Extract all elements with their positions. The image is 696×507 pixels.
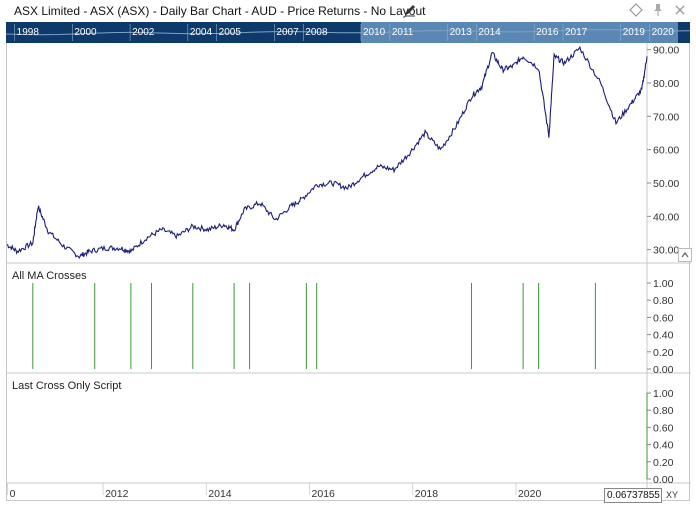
navigator-year-label: 2013 bbox=[450, 27, 473, 38]
chart-area[interactable]: All MA Crosses Last Cross Only Script 30.0… bbox=[6, 43, 691, 501]
y-tick-label: 0.60 bbox=[653, 422, 674, 434]
navigator-year-label: 2005 bbox=[219, 27, 242, 38]
navigator-year-label: 2020 bbox=[652, 27, 675, 38]
scroll-up-icon[interactable] bbox=[678, 248, 692, 262]
y-tick-label: 0.20 bbox=[653, 457, 674, 469]
y-tick-label: 80.00 bbox=[653, 78, 679, 90]
y-tick-label: 50.00 bbox=[653, 178, 679, 190]
price-series-line bbox=[7, 45, 648, 259]
diamond-icon[interactable] bbox=[628, 2, 644, 18]
window-title: ASX Limited - ASX (ASX) - Daily Bar Char… bbox=[14, 4, 426, 18]
y-tick-label: 0.80 bbox=[653, 405, 674, 417]
y-tick-label: 1.00 bbox=[653, 388, 674, 400]
navigator-year-label: 2000 bbox=[74, 27, 97, 38]
y-tick-label: 70.00 bbox=[653, 111, 679, 123]
navigator-year-label: 2014 bbox=[478, 27, 501, 38]
navigator-year-label: 2008 bbox=[305, 27, 328, 38]
y-tick-label: 0.00 bbox=[653, 474, 674, 486]
y-tick-label: 1.00 bbox=[653, 278, 674, 290]
navigator-timeline: 1998 2000 2002 2004 2005 2007 2008 2010 2011 2013… bbox=[6, 24, 690, 41]
y-tick-label: 0.40 bbox=[653, 330, 674, 342]
pane-label: Last Cross Only Script bbox=[12, 380, 121, 392]
y-tick-label: 40.00 bbox=[653, 211, 679, 223]
navigator-year-label: 2010 bbox=[363, 27, 386, 38]
title-bar: ASX Limited - ASX (ASX) - Daily Bar Char… bbox=[0, 0, 696, 22]
navigator-year-label: 2019 bbox=[623, 27, 646, 38]
navigator-year-label: 2016 bbox=[536, 27, 559, 38]
y-tick-label: 60.00 bbox=[653, 145, 679, 157]
x-tick-label: 0 bbox=[10, 488, 16, 500]
date-navigator[interactable]: 1998 2000 2002 2004 2005 2007 2008 2010 2011 2013… bbox=[6, 22, 690, 43]
xy-toggle-button[interactable]: XY bbox=[666, 490, 679, 500]
y-tick-label: 0.60 bbox=[653, 312, 674, 324]
y-tick-label: 0.80 bbox=[653, 295, 674, 307]
y-tick-label: 0.20 bbox=[653, 347, 674, 359]
x-tick-label: 2014 bbox=[208, 488, 232, 500]
x-tick-label: 2012 bbox=[105, 488, 129, 500]
close-icon[interactable] bbox=[672, 2, 688, 18]
x-tick-label: 2018 bbox=[415, 488, 439, 500]
window-controls bbox=[628, 2, 688, 18]
y-tick-label: 0.40 bbox=[653, 440, 674, 452]
navigator-year-label: 2011 bbox=[392, 27, 414, 38]
navigator-year-label: 2002 bbox=[132, 27, 155, 38]
navigator-year-label: 2004 bbox=[190, 27, 213, 38]
x-tick-label: 2016 bbox=[312, 488, 336, 500]
navigator-year-label: 1998 bbox=[17, 27, 40, 38]
navigator-window[interactable] bbox=[360, 22, 679, 43]
navigator-year-label: 2017 bbox=[565, 27, 588, 38]
pencil-icon[interactable] bbox=[402, 2, 418, 18]
cursor-value-readout: 0.06737855 bbox=[604, 488, 662, 503]
y-tick-label: 30.00 bbox=[653, 245, 679, 257]
y-tick-label: 0.00 bbox=[653, 364, 674, 376]
pane-label: All MA Crosses bbox=[12, 270, 87, 282]
navigator-year-label: 2007 bbox=[276, 27, 299, 38]
y-tick-label: 90.00 bbox=[653, 45, 679, 57]
pin-icon[interactable] bbox=[650, 2, 666, 18]
chart-canvas[interactable]: All MA Crosses Last Cross Only Script 30.0… bbox=[7, 43, 691, 501]
x-tick-label: 2020 bbox=[518, 488, 542, 500]
navigator-mini-line bbox=[6, 29, 690, 36]
